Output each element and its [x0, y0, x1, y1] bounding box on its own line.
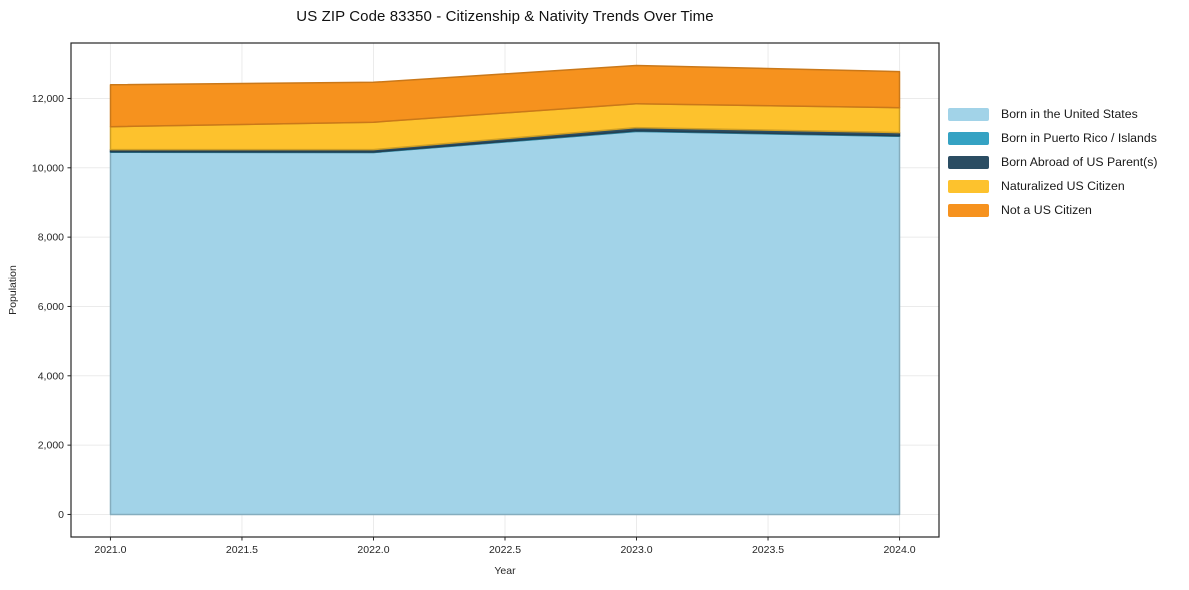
legend-label: Not a US Citizen: [1001, 203, 1092, 217]
legend-item-naturalized-us-citizen: Naturalized US Citizen: [948, 174, 1158, 198]
legend-swatch: [948, 155, 989, 169]
x-tick-label: 2024.0: [883, 544, 915, 556]
x-tick-label: 2021.5: [226, 544, 258, 556]
legend-item-not-a-us-citizen: Not a US Citizen: [948, 198, 1158, 222]
legend-swatch: [948, 107, 989, 121]
legend-item-born-in-the-united-states: Born in the United States: [948, 102, 1158, 126]
legend-item-born-in-puerto-rico-islands: Born in Puerto Rico / Islands: [948, 126, 1158, 150]
area-born-in-the-united-states: [109, 130, 901, 516]
legend-label: Born in Puerto Rico / Islands: [1001, 131, 1157, 145]
chart-title: US ZIP Code 83350 - Citizenship & Nativi…: [296, 8, 714, 25]
legend-label: Born Abroad of US Parent(s): [1001, 155, 1158, 169]
y-tick-label: 4,000: [38, 370, 64, 382]
x-tick-label: 2022.5: [489, 544, 521, 556]
legend: Born in the United States Born in Puerto …: [948, 102, 1158, 222]
x-tick-label: 2021.0: [94, 544, 126, 556]
legend-label: Born in the United States: [1001, 107, 1138, 121]
y-tick-label: 2,000: [38, 440, 64, 452]
y-tick-label: 0: [58, 509, 64, 521]
x-tick-label: 2023.0: [620, 544, 652, 556]
y-tick-label: 6,000: [38, 301, 64, 313]
y-tick-label: 10,000: [32, 162, 64, 174]
legend-item-born-abroad-of-us-parent-s: Born Abroad of US Parent(s): [948, 150, 1158, 174]
legend-swatch: [948, 131, 989, 145]
legend-swatch: [948, 203, 989, 217]
legend-swatch: [948, 179, 989, 193]
y-tick-label: 12,000: [32, 93, 64, 105]
x-axis-label: Year: [494, 565, 516, 577]
area-not-a-us-citizen: [109, 64, 901, 128]
y-axis-label: Population: [7, 265, 19, 315]
x-tick-label: 2023.5: [752, 544, 784, 556]
x-tick-label: 2022.0: [357, 544, 389, 556]
y-tick-label: 8,000: [38, 232, 64, 244]
legend-label: Naturalized US Citizen: [1001, 179, 1125, 193]
